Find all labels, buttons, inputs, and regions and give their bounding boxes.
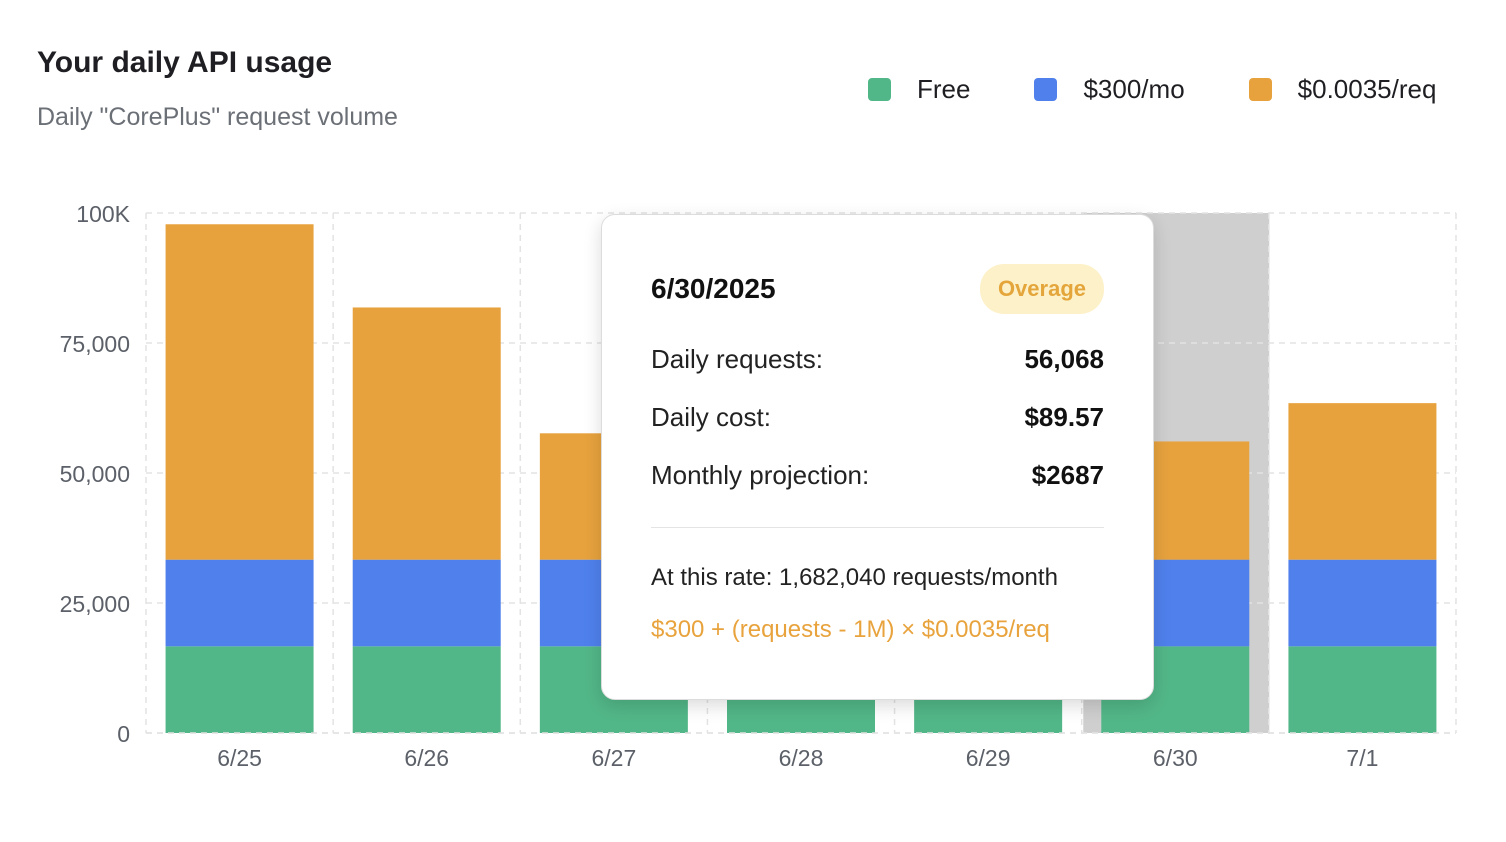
x-tick-label: 6/29 — [966, 745, 1011, 771]
x-tick-label: 6/28 — [779, 745, 824, 771]
bar-segment — [1288, 646, 1437, 733]
x-tick-label: 6/25 — [217, 745, 262, 771]
bar-segment — [352, 559, 501, 647]
overage-badge: Overage — [979, 264, 1104, 314]
legend-swatch-per-request — [1248, 78, 1272, 101]
tooltip-row-daily-requests: Daily requests: 56,068 — [651, 330, 1104, 388]
tooltip-row-value: 56,068 — [1024, 343, 1104, 374]
tooltip-date: 6/30/2025 — [651, 273, 776, 304]
page-subtitle: Daily "CorePlus" request volume — [37, 103, 398, 131]
bar-segment — [352, 646, 501, 733]
x-tick-label: 7/1 — [1346, 745, 1378, 771]
tooltip-row-label: Daily cost: — [651, 401, 771, 432]
tooltip-row-value: $2687 — [1031, 459, 1104, 490]
tooltip-row-label: Daily requests: — [651, 343, 823, 374]
tooltip-rate-text: At this rate: 1,682,040 requests/month — [651, 564, 1058, 591]
tooltip-divider — [651, 527, 1104, 528]
tooltip-row-label: Monthly projection: — [651, 459, 870, 490]
y-tick-label: 0 — [117, 721, 130, 747]
legend-swatch-monthly — [1034, 78, 1058, 101]
y-tick-label: 75,000 — [60, 331, 130, 357]
x-tick-label: 6/26 — [404, 745, 449, 771]
legend-label-monthly: $300/mo — [1083, 74, 1185, 104]
bar-segment — [165, 646, 314, 733]
bar-segment — [1288, 559, 1437, 647]
y-tick-label: 50,000 — [60, 461, 130, 487]
chart-legend: Free $300/mo $0.0035/req — [868, 74, 1436, 105]
legend-label-per-request: $0.0035/req — [1297, 74, 1437, 104]
chart-tooltip: 6/30/2025 Overage Daily requests: 56,068… — [601, 214, 1154, 700]
legend-item-per-request[interactable]: $0.0035/req — [1248, 74, 1437, 105]
y-tick-label: 25,000 — [60, 591, 130, 617]
y-tick-label: 100K — [76, 201, 130, 227]
page-title: Your daily API usage — [37, 46, 333, 79]
tooltip-formula: $300 + (requests - 1M) × $0.0035/req — [651, 616, 1050, 643]
bar-segment — [165, 224, 314, 560]
bar-segment — [165, 559, 314, 647]
bar-segment — [1288, 403, 1437, 560]
tooltip-row-monthly-projection: Monthly projection: $2687 — [651, 446, 1104, 504]
legend-item-monthly[interactable]: $300/mo — [1034, 74, 1185, 105]
tooltip-row-value: $89.57 — [1024, 401, 1104, 432]
bar-segment — [352, 307, 501, 560]
legend-swatch-free — [868, 78, 891, 101]
x-tick-label: 6/27 — [591, 745, 636, 771]
x-tick-label: 6/30 — [1153, 745, 1198, 771]
legend-item-free[interactable]: Free — [868, 74, 970, 105]
tooltip-row-daily-cost: Daily cost: $89.57 — [651, 388, 1104, 446]
legend-label-free: Free — [917, 74, 971, 104]
